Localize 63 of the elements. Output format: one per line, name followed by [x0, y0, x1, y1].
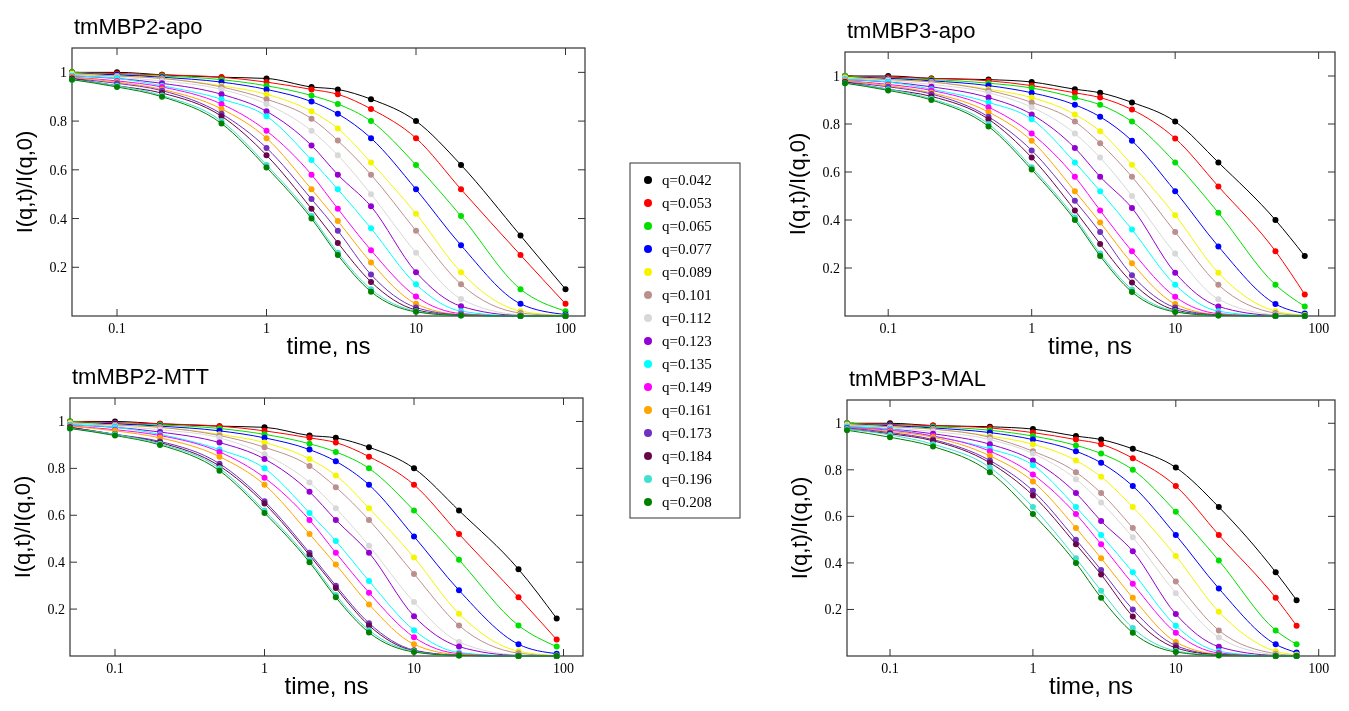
legend-label: q=0.173 [662, 425, 712, 441]
legend-label: q=0.208 [662, 494, 712, 510]
y-tick-label: 0.8 [47, 461, 65, 477]
legend-label: q=0.101 [662, 287, 712, 303]
x-tick-label: 100 [1308, 661, 1330, 676]
x-axis-title: time, ns [1047, 332, 1133, 359]
y-axis-title: I(q,t)/I(q,0) [787, 476, 812, 580]
legend-label: q=0.089 [662, 264, 712, 280]
x-tick-label: 10 [407, 661, 422, 676]
y-tick-label: 0.6 [47, 508, 65, 524]
legend-label: q=0.161 [662, 402, 712, 418]
chart-title: tmMBP2-MTT [72, 364, 209, 389]
legend-label: q=0.184 [662, 448, 713, 464]
y-tick-label: 0.2 [49, 260, 67, 276]
legend-label: q=0.077 [662, 241, 713, 257]
y-axis-title: I(q,t)/I(q,0) [12, 130, 37, 234]
y-tick-label: 1 [833, 69, 840, 84]
x-tick-label: 1 [1029, 661, 1037, 676]
legend-label: q=0.135 [662, 356, 712, 372]
y-tick-label: 1 [60, 65, 67, 81]
legend-label: q=0.065 [662, 218, 712, 234]
chart-title: tmMBP3-MAL [849, 366, 986, 391]
y-tick-label: 0.4 [822, 213, 840, 228]
x-tick-label: 1 [1028, 321, 1036, 336]
x-axis-title: time, ns [284, 672, 369, 699]
chart-title: tmMBP2-apo [74, 14, 203, 39]
y-tick-label: 1 [835, 416, 842, 432]
y-tick-label: 1 [58, 414, 65, 430]
x-tick-label: 0.1 [881, 661, 899, 676]
x-axis-title: time, ns [1048, 672, 1134, 699]
y-tick-label: 0.4 [824, 555, 842, 571]
x-tick-label: 100 [1308, 321, 1330, 336]
y-tick-label: 0.2 [824, 602, 842, 618]
y-tick-label: 0.8 [822, 117, 840, 132]
y-tick-label: 0.8 [49, 114, 67, 130]
x-tick-label: 0.1 [106, 661, 124, 676]
legend-label: q=0.149 [662, 379, 712, 395]
y-tick-label: 0.2 [822, 261, 840, 276]
legend-label: q=0.196 [662, 471, 713, 487]
x-tick-label: 1 [263, 321, 271, 336]
legend-label: q=0.112 [662, 310, 712, 326]
y-tick-label: 0.2 [47, 602, 65, 618]
y-tick-label: 0.6 [822, 165, 840, 180]
y-tick-label: 0.8 [824, 462, 842, 478]
x-tick-label: 10 [1168, 321, 1183, 336]
x-tick-label: 100 [553, 661, 575, 676]
legend-label: q=0.123 [662, 333, 712, 349]
chart-title: tmMBP3-apo [847, 18, 976, 43]
x-tick-label: 10 [409, 321, 424, 336]
y-tick-label: 0.6 [49, 162, 67, 178]
x-axis-title: time, ns [286, 332, 371, 359]
x-tick-label: 0.1 [879, 321, 897, 336]
legend-label: q=0.042 [662, 172, 712, 188]
x-tick-label: 100 [555, 321, 577, 336]
y-tick-label: 0.4 [49, 211, 67, 227]
y-axis-title: I(q,t)/I(q,0) [785, 132, 810, 236]
y-tick-label: 0.4 [47, 555, 65, 571]
x-tick-label: 1 [261, 661, 269, 676]
y-axis-title: I(q,t)/I(q,0) [10, 475, 35, 579]
x-tick-label: 10 [1168, 661, 1183, 676]
legend-label: q=0.053 [662, 195, 712, 211]
x-tick-label: 0.1 [108, 321, 126, 336]
y-tick-label: 0.6 [824, 509, 842, 525]
